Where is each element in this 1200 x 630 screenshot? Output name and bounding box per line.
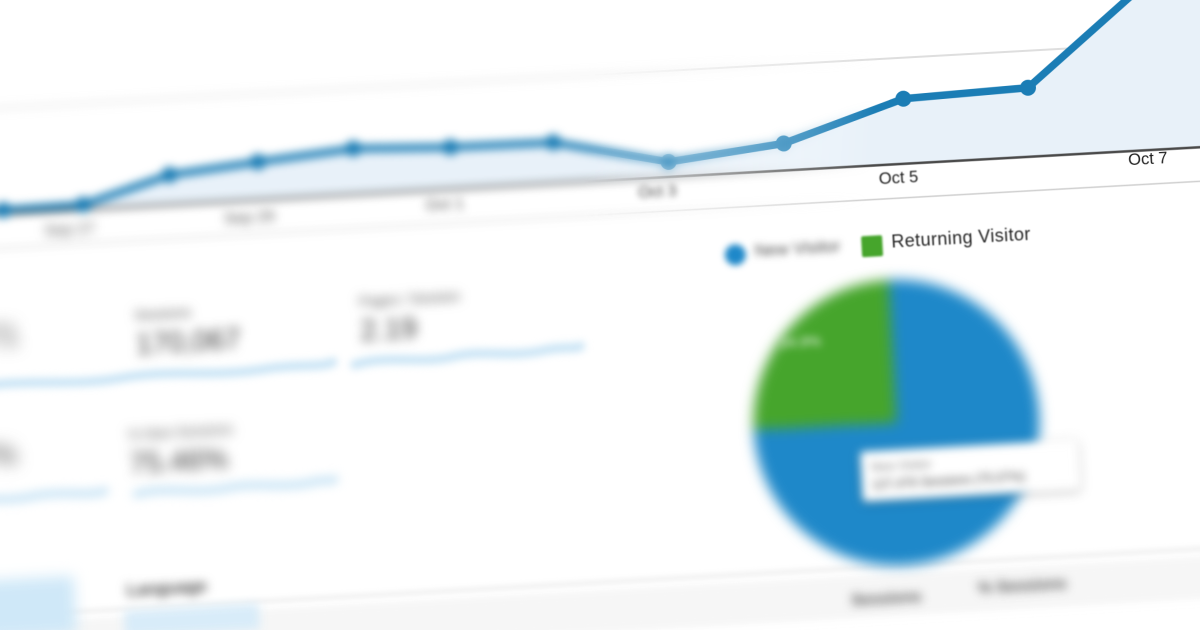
chart-gridline — [0, 35, 1200, 117]
bottom-left-highlight-box — [0, 575, 77, 630]
x-tick-oct-5: Oct 5 — [878, 168, 919, 189]
x-tick-sep-29: Sep 29 — [223, 208, 276, 228]
metric-value: 46.37% — [0, 438, 18, 477]
x-tick-oct-1: Oct 1 — [425, 195, 465, 215]
visitor-type-pie[interactable] — [745, 271, 1048, 574]
data-point-dots — [0, 79, 1036, 219]
sparkline-row1-left — [0, 357, 338, 395]
metric-card-cutoff-left-row1: 139,271 — [0, 314, 19, 365]
x-tick-sep-27: Sep 27 — [43, 220, 96, 240]
sparkline-row2-left — [0, 486, 110, 507]
chart-card-border — [0, 175, 1200, 257]
x-tick-oct-3: Oct 3 — [637, 182, 677, 202]
metric-label: % New Sessions — [127, 420, 234, 443]
metric-value: 139,271 — [0, 319, 20, 358]
sparkline-row2-right — [132, 475, 339, 499]
pie-slice-percentage-label: 24.9% — [779, 333, 822, 352]
sessions-area-chart[interactable] — [0, 0, 1200, 319]
x-tick-oct-7: Oct 7 — [1127, 149, 1169, 170]
pie-tooltip: New Visitor 127,476 Sessions (75.07%) — [860, 439, 1081, 502]
metric-card-cutoff-left-row2: 46.37% — [0, 433, 18, 483]
legend-square-returning-visitor[interactable] — [861, 235, 884, 258]
sparkline-row1-right — [349, 341, 586, 370]
table-heading-language[interactable]: Language — [126, 576, 208, 600]
x-axis-line — [0, 140, 1200, 223]
sessions-area-fill — [0, 0, 1200, 223]
